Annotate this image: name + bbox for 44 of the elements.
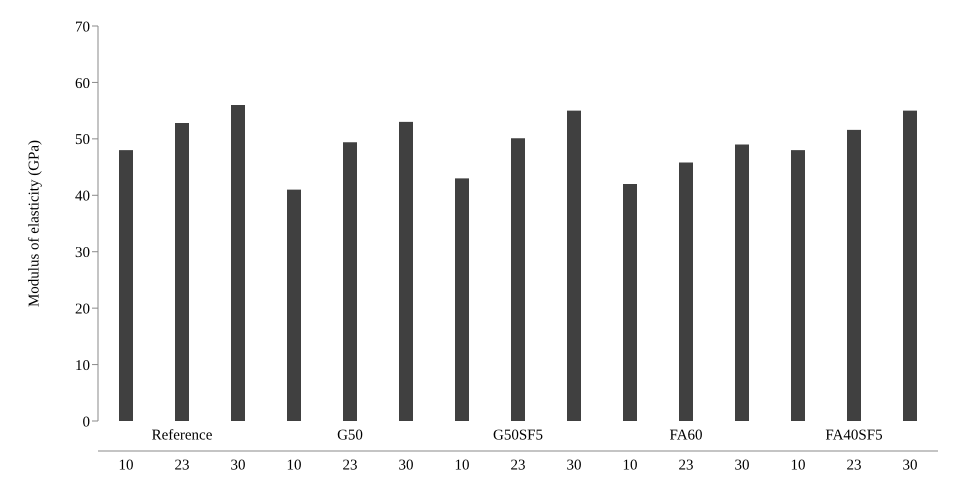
- x-tick-label: 10: [790, 458, 806, 474]
- y-tick-label: 30: [75, 245, 90, 262]
- bar: [567, 110, 581, 421]
- x-tick-label: 23: [846, 458, 862, 474]
- x-tick-label: 23: [174, 458, 190, 474]
- text: FA60: [669, 428, 703, 444]
- x-tick-label: 10: [118, 458, 134, 474]
- y-tick-label: 50: [75, 132, 90, 148]
- text: FA40SF5: [825, 428, 883, 444]
- x-tick-label: 23: [510, 458, 526, 474]
- bar: [511, 138, 525, 421]
- y-tick-label: 0: [82, 414, 90, 430]
- y-tick-label: 70: [75, 19, 90, 36]
- text: Reference: [152, 428, 213, 444]
- y-axis-title: Modulus of elasticity (GPa): [26, 140, 42, 308]
- bar: [623, 184, 637, 421]
- bar: [399, 122, 413, 421]
- bar: [679, 162, 693, 421]
- bar: [175, 123, 189, 421]
- bar: [119, 150, 133, 421]
- x-tick-label: 30: [566, 458, 582, 474]
- bar: [231, 105, 245, 421]
- x-tick-label: 30: [902, 458, 918, 474]
- y-tick-label: 40: [75, 188, 90, 205]
- y-tick-label: 20: [75, 301, 90, 318]
- bar: [343, 142, 357, 421]
- bar: [735, 144, 749, 421]
- y-tick-label: 60: [75, 76, 90, 92]
- bar: [791, 150, 805, 421]
- x-tick-label: 30: [398, 458, 414, 474]
- bar: [287, 190, 301, 421]
- text: G50SF5: [492, 428, 544, 444]
- y-tick-label: 10: [75, 358, 90, 374]
- text: G50: [337, 428, 363, 444]
- x-tick-label: 30: [230, 458, 246, 474]
- x-tick-label: 10: [622, 458, 638, 474]
- x-tick-label: 10: [454, 458, 470, 474]
- bar: [847, 130, 861, 421]
- x-tick-label: 23: [342, 458, 358, 474]
- bar: [455, 178, 469, 421]
- x-tick-label: 10: [286, 458, 302, 474]
- bar: [903, 110, 917, 421]
- x-tick-label: 30: [734, 458, 750, 474]
- x-tick-label: 23: [678, 458, 694, 474]
